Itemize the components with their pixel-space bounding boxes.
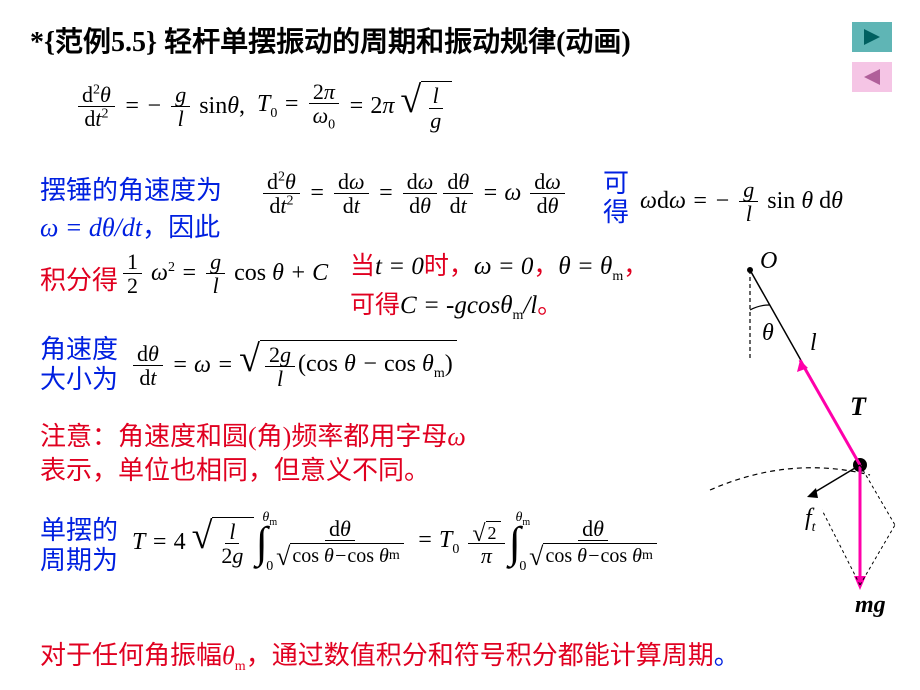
eqn-ode: d2θdt2 = − gl sinθ, T0 = 2πω0 = 2π √lg bbox=[75, 80, 452, 133]
eqn-separated: ωdω = − gl sin θ dθ bbox=[640, 178, 843, 225]
note-text: 注意：角速度和圆(角)频率都用字母ω 表示，单位也相同，但意义不同。 bbox=[40, 420, 466, 488]
eqn-integral: 12 ω2 = gl cos θ + C bbox=[120, 250, 328, 297]
next-button[interactable] bbox=[852, 22, 892, 52]
tension-label: T bbox=[850, 392, 867, 421]
play-icon bbox=[862, 28, 882, 46]
period-label: 单摆的周期为 bbox=[40, 516, 118, 576]
weight-label: mg bbox=[855, 592, 886, 618]
kede-label: 可得 bbox=[603, 170, 629, 227]
back-icon bbox=[862, 68, 882, 86]
eqn-angvel: dθdt = ω = √ 2gl (cos θ − cos θm) bbox=[130, 340, 457, 390]
integral-label: 积分得 bbox=[40, 260, 118, 297]
angvel-label: 角速度大小为 bbox=[40, 335, 118, 395]
eqn-period: T = 4 √l2g θm∫0 dθ √cos θ − cos θm = T0 … bbox=[132, 510, 664, 575]
tangent-label: ft bbox=[805, 505, 817, 535]
page-title: *{范例5.5} 轻杆单摆振动的周期和振动规律(动画) bbox=[30, 20, 631, 60]
conclusion: 对于任何角振幅θm，通过数值积分和符号积分都能计算周期。 bbox=[40, 635, 740, 675]
pendulum-svg: O θ l T mg ft bbox=[700, 250, 900, 620]
velocity-intro: 摆锤的角速度为 ω = dθ/dt，因此 bbox=[40, 170, 222, 244]
nav-buttons bbox=[852, 22, 892, 92]
length-label: l bbox=[810, 330, 817, 356]
eqn-chainrule: d2θdt2 = dωdt = dωdθ dθdt = ω dωdθ bbox=[260, 170, 568, 217]
prev-button[interactable] bbox=[852, 62, 892, 92]
initial-cond: 当t = 0时，ω = 0，θ = θm， 可得C = -gcosθm/l。 bbox=[350, 246, 648, 324]
angle-label: θ bbox=[762, 320, 774, 346]
origin-label: O bbox=[760, 250, 777, 274]
pendulum-diagram: O θ l T mg ft bbox=[700, 250, 900, 610]
